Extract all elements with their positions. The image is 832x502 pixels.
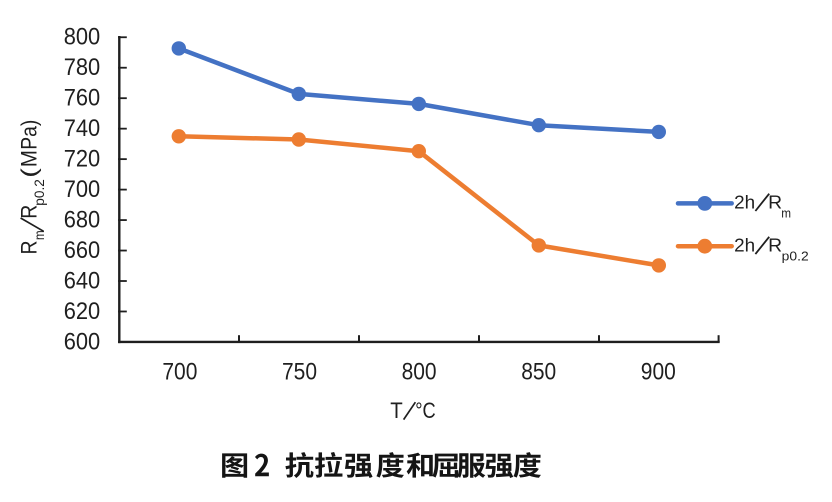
- svg-text:640: 640: [64, 267, 101, 294]
- svg-text:700: 700: [162, 359, 197, 386]
- svg-text:620: 620: [64, 298, 101, 325]
- svg-text:T: T: [390, 398, 403, 423]
- svg-text:(MPa): (MPa): [16, 120, 41, 178]
- svg-text:2h: 2h: [734, 191, 755, 212]
- svg-text:p0.2: p0.2: [782, 250, 809, 264]
- svg-text:R: R: [16, 205, 41, 219]
- svg-text:2h: 2h: [734, 234, 755, 255]
- svg-text:800: 800: [64, 24, 101, 51]
- svg-text:660: 660: [64, 237, 101, 264]
- svg-text:600: 600: [64, 328, 101, 355]
- svg-text:m: m: [781, 206, 791, 220]
- svg-text:900: 900: [641, 359, 676, 386]
- svg-text:750: 750: [282, 359, 317, 386]
- svg-text:p0.2: p0.2: [31, 179, 47, 206]
- svg-text:740: 740: [64, 115, 101, 142]
- svg-text:780: 780: [64, 54, 101, 81]
- svg-text:850: 850: [521, 359, 556, 386]
- svg-text:680: 680: [64, 206, 101, 233]
- svg-text:760: 760: [64, 85, 101, 112]
- svg-text:800: 800: [402, 359, 437, 386]
- svg-text:R: R: [768, 234, 782, 255]
- svg-text:R: R: [16, 241, 41, 255]
- svg-text:m: m: [31, 230, 47, 240]
- svg-text:700: 700: [64, 176, 101, 203]
- svg-text:R: R: [768, 191, 782, 212]
- svg-text:720: 720: [64, 146, 101, 173]
- svg-text:°C: °C: [415, 398, 436, 423]
